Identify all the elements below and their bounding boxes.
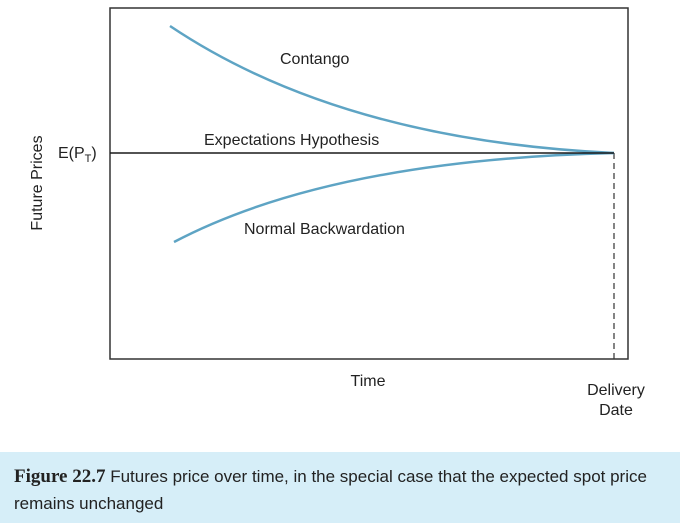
plot-frame [109,7,629,360]
contango-curve [169,24,615,155]
expected-price-label: E(PT) [58,145,97,165]
caption-text: Futures price over time, in the special … [14,467,647,513]
delivery-label-line2: Date [599,402,633,419]
figure-caption: Figure 22.7 Futures price over time, in … [0,452,680,523]
expected-price-suffix: ) [91,145,96,162]
contango-label: Contango [280,51,349,68]
diagram-canvas: Contango Expectations Hypothesis Normal … [29,7,645,419]
expected-price-subscript: T [85,153,92,165]
futures-price-diagram: Contango Expectations Hypothesis Normal … [29,7,645,419]
figure-number: Figure 22.7 [14,466,106,487]
y-axis-label: Future Prices [29,135,46,230]
normal-backwardation-curve [173,151,615,244]
delivery-label-line1: Delivery [587,382,645,399]
expectations-hypothesis-label: Expectations Hypothesis [204,132,379,149]
expected-price-prefix: E(P [58,145,85,162]
normal-backwardation-label: Normal Backwardation [244,221,405,238]
x-axis-label: Time [351,373,386,390]
